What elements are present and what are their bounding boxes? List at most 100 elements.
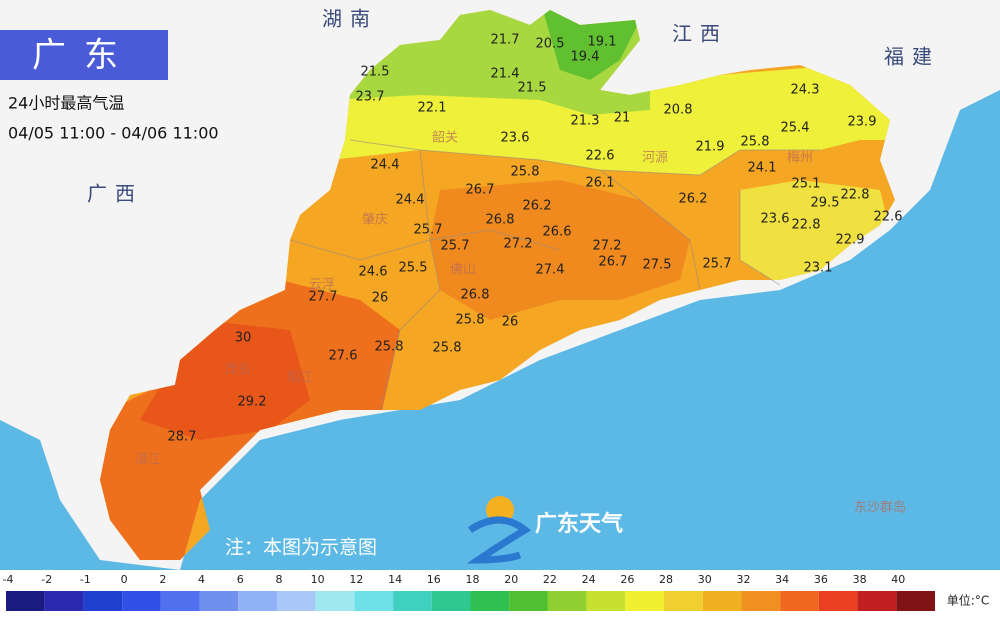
station-value: 24.6: [359, 265, 388, 280]
station-value: 22.1: [418, 101, 447, 116]
legend-swatch: [6, 591, 45, 611]
station-value: 26.7: [599, 255, 628, 270]
legend-swatch: [122, 591, 161, 611]
station-value: 25.5: [399, 261, 428, 276]
station-value: 25.8: [511, 165, 540, 180]
station-value: 24.4: [371, 158, 400, 173]
station-value: 23.7: [356, 90, 385, 105]
legend-tick-label: 22: [543, 573, 557, 586]
legend-tick-label: 12: [349, 573, 363, 586]
legend-swatch: [896, 591, 935, 611]
station-value: 25.8: [375, 340, 404, 355]
station-value: 19.1: [588, 35, 617, 50]
legend-tick-label: 0: [121, 573, 128, 586]
station-value: 23.9: [848, 115, 877, 130]
city-label: 肇庆: [362, 213, 388, 228]
title-box: [0, 30, 168, 80]
legend-swatch: [741, 591, 781, 611]
station-value: 21.9: [696, 140, 725, 155]
station-value: 27.6: [329, 349, 358, 364]
station-value: 27.4: [536, 263, 565, 278]
legend-swatch: [276, 591, 316, 611]
station-value: 26.8: [486, 213, 515, 228]
station-value: 25.8: [456, 313, 485, 328]
legend-tick-label: 40: [891, 573, 905, 586]
station-value: 21.4: [491, 67, 520, 82]
city-label: 湛江: [135, 453, 161, 468]
station-value: 20.8: [664, 103, 693, 118]
legend-swatch: [393, 591, 432, 611]
station-value: 26.1: [586, 176, 615, 191]
legend-swatch: [625, 591, 665, 611]
brand: 广东天气: [535, 511, 623, 537]
legend-tick-label: 14: [388, 573, 402, 586]
legend-tick-label: 6: [237, 573, 244, 586]
legend-swatch: [509, 591, 548, 611]
legend-swatch: [780, 591, 819, 611]
legend-swatch: [83, 591, 123, 611]
legend-swatch: [857, 591, 897, 611]
station-value: 21.5: [361, 65, 390, 80]
neighbor-label: 江西: [672, 22, 728, 46]
city-label: 韶关: [432, 130, 458, 146]
station-value: 22.9: [836, 233, 865, 248]
neighbor-label: 湖南: [322, 7, 378, 31]
legend-swatch: [818, 591, 858, 611]
station-value: 28.7: [168, 430, 197, 445]
station-value: 23.6: [501, 131, 530, 146]
station-value: 26: [372, 291, 389, 306]
legend-tick-label: 34: [775, 573, 789, 586]
station-value: 24.1: [748, 161, 777, 176]
station-value: 25.7: [441, 239, 470, 254]
station-value: 22.6: [874, 210, 903, 225]
city-label: 茂名: [225, 362, 251, 378]
station-value: 21.5: [518, 81, 547, 96]
borders: [289, 139, 820, 411]
station-value: 21.7: [491, 33, 520, 48]
station-value: 26.6: [543, 225, 572, 240]
station-value: 25.8: [433, 341, 462, 356]
legend-swatch: [586, 591, 626, 611]
legend-swatch: [547, 591, 587, 611]
subtitle: 24小时最高气温: [8, 94, 124, 113]
legend-tick-label: 8: [275, 573, 282, 586]
station-value: 24.4: [396, 193, 425, 208]
neighbor-label: 广西: [87, 182, 143, 206]
legend-tick-label: 38: [853, 573, 867, 586]
legend-tick-label: 28: [659, 573, 673, 586]
legend-swatch: [44, 591, 84, 611]
station-value: 25.1: [792, 177, 821, 192]
legend-tick-label: 16: [427, 573, 441, 586]
station-value: 27.2: [593, 239, 622, 254]
legend-swatch: [160, 591, 200, 611]
station-value: 21.3: [571, 114, 600, 129]
city-label: 梅州: [787, 151, 813, 166]
city-label: 云浮: [309, 278, 335, 293]
legend-tick-label: -1: [80, 573, 91, 586]
station-value: 26.2: [679, 192, 708, 207]
station-value: 23.6: [761, 212, 790, 227]
logo: [466, 496, 532, 564]
station-value: 19.4: [571, 50, 600, 65]
title: 广东: [32, 36, 136, 76]
legend-tick-label: 32: [736, 573, 750, 586]
note: 注：本图为示意图: [225, 537, 377, 559]
city-label: 佛山: [450, 263, 476, 278]
legend-swatch: [431, 591, 471, 611]
station-value: 25.7: [703, 257, 732, 272]
station-value: 27.2: [504, 237, 533, 252]
legend-tick-label: 30: [698, 573, 712, 586]
legend-tick-label: -2: [41, 573, 52, 586]
zone-22: [330, 60, 895, 175]
city-label: 河源: [642, 151, 668, 166]
city-label: 东沙群岛: [854, 500, 906, 516]
station-value: 27.7: [309, 290, 338, 305]
legend-swatch: [199, 591, 239, 611]
legend-swatch: [470, 591, 510, 611]
station-value: 24.3: [791, 83, 820, 98]
legend-tick-label: 26: [620, 573, 634, 586]
station-value: 25.8: [741, 135, 770, 150]
legend-unit: 单位:°C: [947, 593, 989, 608]
legend-swatch: [354, 591, 394, 611]
